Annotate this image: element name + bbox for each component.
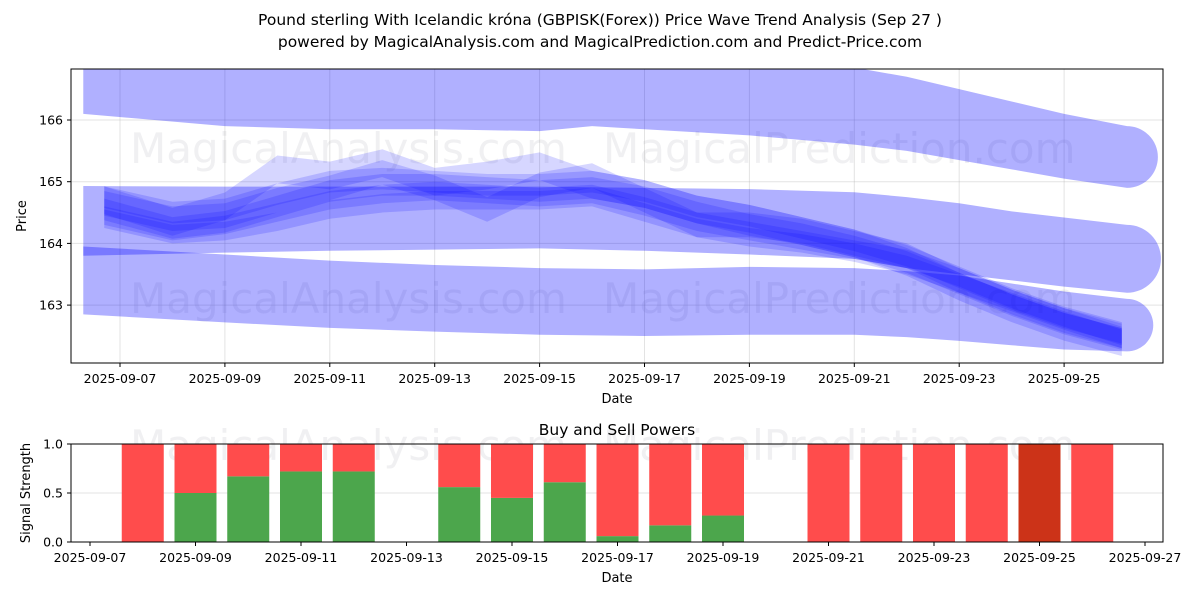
sell-bar (913, 444, 955, 542)
sell-bar (1018, 444, 1061, 542)
sell-bar (174, 444, 217, 493)
x-tick-label: 2025-09-11 (265, 550, 338, 565)
y-tick-label: 165 (39, 174, 63, 189)
x-tick-label: 2025-09-09 (159, 550, 232, 565)
main-y-axis: 163 164 165 166 (39, 113, 71, 313)
watermark: MagicalAnalysis.com (130, 124, 567, 173)
x-tick-label: 2025-09-27 (1109, 550, 1182, 565)
x-tick-label: 2025-09-25 (1003, 550, 1076, 565)
watermark: MagicalPrediction.com (603, 124, 1076, 173)
x-tick-label: 2025-09-15 (503, 371, 576, 386)
sell-bar (227, 444, 270, 477)
x-tick-label: 2025-09-23 (923, 371, 996, 386)
y-tick-label: 163 (39, 298, 63, 313)
sell-bar (596, 444, 639, 537)
watermark: MagicalAnalysis.com (130, 274, 567, 323)
x-tick-label: 2025-09-23 (898, 550, 971, 565)
chart-subtitle: powered by MagicalAnalysis.com and Magic… (277, 33, 923, 51)
middle-band (83, 186, 1161, 293)
main-x-axis-label: Date (601, 392, 632, 407)
x-tick-label: 2025-09-17 (581, 550, 654, 565)
x-tick-label: 2025-09-13 (370, 550, 443, 565)
price-wave (104, 149, 1122, 357)
price-waves (104, 149, 1122, 357)
sell-bar (543, 444, 586, 483)
buy-bar (227, 476, 270, 542)
buy-bar (491, 497, 533, 542)
lower-band (83, 246, 1154, 352)
bar-y-axis: 0.0 0.5 1.0 (43, 437, 71, 550)
bar-x-axis: 2025-09-07 2025-09-09 2025-09-11 2025-09-13… (54, 542, 1182, 565)
main-x-axis: 2025-09-07 2025-09-09 2025-09-11 2025-09-13… (84, 363, 1101, 386)
bar-chart-title: Buy and Sell Powers (539, 421, 696, 439)
main-plot (83, 69, 1161, 357)
price-wave (104, 167, 1122, 344)
price-wave (104, 173, 1122, 350)
x-tick-label: 2025-09-15 (476, 550, 549, 565)
upper-band (83, 69, 1158, 188)
chart-title: Pound sterling With Icelandic króna (GBP… (258, 11, 942, 29)
main-grid (71, 69, 1163, 363)
y-tick-label: 0.5 (43, 486, 63, 501)
x-tick-label: 2025-09-19 (713, 371, 786, 386)
x-tick-label: 2025-09-21 (818, 371, 891, 386)
buy-bar (702, 515, 744, 542)
price-bands (83, 69, 1161, 352)
sell-bar (965, 444, 1008, 542)
buy-bar (543, 482, 586, 542)
sell-bar (702, 444, 744, 516)
buy-bar (438, 487, 481, 542)
sell-bar (438, 444, 481, 488)
price-wave (104, 187, 1122, 349)
y-tick-label: 166 (39, 113, 63, 128)
price-wave (104, 160, 1122, 349)
x-tick-label: 2025-09-13 (398, 371, 471, 386)
price-wave (104, 181, 1122, 346)
x-tick-label: 2025-09-09 (189, 371, 262, 386)
y-tick-label: 0.0 (43, 535, 63, 550)
sell-bar (332, 444, 375, 472)
sell-bar (807, 444, 850, 542)
sell-bar (1071, 444, 1114, 542)
main-y-axis-label: Price (15, 200, 30, 232)
sell-bar (491, 444, 533, 498)
bar-y-axis-label: Signal Strength (19, 443, 34, 543)
sell-bar (860, 444, 903, 542)
buy-bar (332, 471, 375, 542)
x-tick-label: 2025-09-07 (54, 550, 127, 565)
sell-bar (649, 444, 692, 526)
x-tick-label: 2025-09-21 (792, 550, 865, 565)
watermark: MagicalPrediction.com (603, 274, 1076, 323)
x-tick-label: 2025-09-19 (687, 550, 760, 565)
y-tick-label: 164 (39, 236, 63, 251)
x-tick-label: 2025-09-11 (293, 371, 366, 386)
main-plot-frame (70, 68, 1164, 364)
sell-bar (121, 444, 164, 542)
x-tick-label: 2025-09-25 (1028, 371, 1101, 386)
buy-bar (174, 493, 217, 542)
x-tick-label: 2025-09-07 (84, 371, 157, 386)
signal-bars (121, 444, 1114, 542)
buy-bar (280, 471, 322, 542)
sell-bar (280, 444, 322, 472)
buy-bar (649, 525, 692, 542)
x-tick-label: 2025-09-17 (608, 371, 681, 386)
buy-bar (596, 536, 639, 542)
bar-x-axis-label: Date (601, 571, 632, 586)
y-tick-label: 1.0 (43, 437, 63, 452)
